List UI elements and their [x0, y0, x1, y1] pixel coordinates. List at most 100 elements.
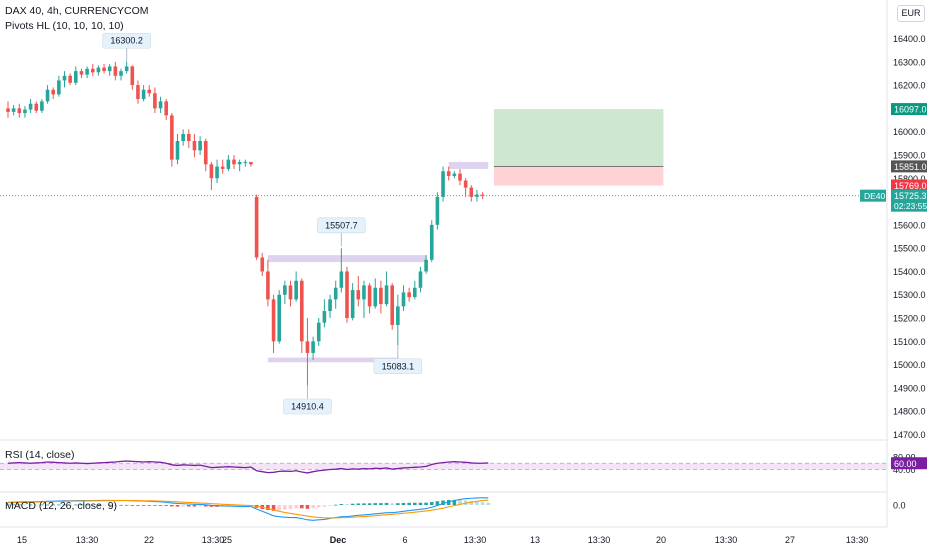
candle-body — [322, 311, 327, 323]
macd-histogram-bar — [390, 503, 394, 505]
countdown-label: 02:23:55 — [894, 201, 927, 211]
candle-body — [277, 294, 281, 342]
time-tick-label: 25 — [222, 535, 232, 545]
price-axis[interactable]: 16400.016300.016200.016100.016000.015900… — [893, 34, 926, 440]
candle-body — [390, 285, 394, 326]
macd-histogram-bar — [486, 502, 491, 505]
macd-histogram-bar — [452, 499, 457, 505]
rsi-tick-label: 40.00 — [893, 465, 916, 475]
candle-body — [107, 66, 112, 72]
take-profit-zone — [493, 109, 664, 167]
price-tick-label: 15500.0 — [893, 244, 926, 254]
macd-histogram-bar — [62, 504, 67, 506]
candle-body — [384, 285, 389, 305]
price-tag-box — [891, 179, 927, 192]
zones-layer — [267, 109, 664, 363]
macd-histogram-bar — [480, 502, 485, 505]
pivot-label-box — [317, 217, 366, 234]
candle-body — [362, 285, 366, 300]
candle-body — [187, 134, 191, 141]
price-tick-label: 15600.0 — [893, 220, 926, 230]
time-tick-label: 15 — [17, 535, 27, 545]
price-tick-label: 15000.0 — [893, 360, 926, 370]
price-tick-label: 14800.0 — [893, 407, 926, 417]
stop-loss-zone — [493, 166, 664, 186]
macd-histogram-bar — [441, 500, 445, 505]
macd-histogram-bar — [294, 505, 298, 509]
macd-pane[interactable]: 0.0 — [6, 497, 906, 521]
macd-histogram-bar — [181, 505, 185, 507]
candles-layer — [6, 61, 485, 386]
macd-histogram-bar — [34, 504, 39, 506]
candle-body — [463, 180, 468, 188]
pivot-label-box — [373, 358, 423, 375]
candle-body — [300, 280, 304, 342]
price-tick-label: 14900.0 — [893, 383, 926, 393]
macd-histogram-bar — [266, 505, 270, 511]
price-tag-label: 15851.0 — [894, 162, 927, 172]
candle-body — [356, 290, 361, 300]
candle-body — [294, 280, 298, 300]
candle-body — [68, 75, 72, 83]
candle-body — [452, 173, 457, 176]
macd-histogram-bar — [407, 502, 411, 505]
price-tag-box — [891, 103, 927, 116]
macd-histogram-bar — [68, 504, 72, 506]
price-tags-layer: 16097.0 15851.0 15769.0 DE40 15725.302:23:55 — [860, 103, 927, 212]
macd-legend: MACD (12, 26, close, 9) — [5, 500, 118, 512]
price-tag-box — [891, 160, 927, 173]
macd-histogram-bar — [23, 504, 27, 506]
price-tick-label: 15800.0 — [893, 174, 926, 184]
candle-body — [401, 292, 406, 307]
candle-body — [141, 89, 146, 100]
macd-histogram-bar — [362, 503, 366, 505]
macd-histogram-bar — [300, 505, 304, 509]
macd-histogram-bar — [164, 505, 168, 506]
time-tick-label: 27 — [785, 535, 795, 545]
macd-histogram-bar — [51, 504, 55, 506]
macd-histogram-bar — [170, 505, 174, 507]
candle-body — [266, 271, 270, 300]
candle-body — [130, 66, 135, 86]
currency-button[interactable]: EUR — [897, 5, 925, 22]
time-tick-label: 13:30 — [588, 535, 611, 545]
candle-body — [11, 108, 16, 112]
candle-body — [475, 194, 479, 197]
macd-histogram-bar — [350, 503, 355, 505]
macd-histogram-bar — [147, 505, 152, 506]
candle-body — [418, 271, 423, 288]
price-tick-label: 15200.0 — [893, 314, 926, 324]
macd-histogram-bar — [413, 502, 417, 505]
candle-body — [85, 68, 89, 75]
chart-title: DAX 40, 4h, CURRENCYCOM — [5, 5, 149, 17]
candle-body — [17, 108, 22, 114]
candle-body — [271, 299, 276, 342]
price-tag-label: 15725.3 — [894, 191, 927, 201]
macd-histogram-bar — [130, 505, 135, 506]
macd-histogram-bar — [271, 505, 276, 511]
time-tick-label: 20 — [656, 535, 666, 545]
macd-histogram-bar — [40, 504, 44, 506]
macd-histogram-bar — [237, 505, 242, 507]
macd-histogram-bar — [119, 504, 123, 506]
pivot-label: 15507.7 — [325, 220, 358, 230]
candle-body — [367, 285, 372, 307]
candle-body — [305, 341, 310, 353]
time-tick-label: Dec — [330, 535, 347, 545]
candle-body — [220, 166, 225, 169]
candle-body — [40, 101, 44, 111]
pivot-label-box — [283, 398, 332, 415]
macd-histogram-bar — [79, 504, 84, 506]
candle-body — [339, 271, 344, 288]
macd-histogram-bar — [45, 504, 50, 506]
candle-body — [164, 101, 168, 116]
candle-body — [249, 161, 253, 165]
time-tick-label: 13:30 — [464, 535, 487, 545]
macd-histogram-bar — [311, 505, 315, 509]
rsi-value-tag-box — [891, 457, 927, 470]
pivot-label-box — [102, 32, 151, 49]
